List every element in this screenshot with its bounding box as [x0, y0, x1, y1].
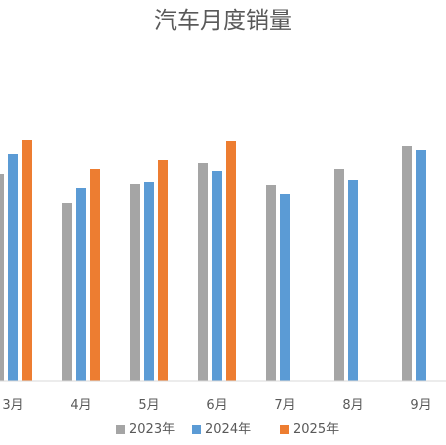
legend-swatch — [192, 425, 201, 434]
bar-7月-2023年 — [266, 185, 276, 381]
legend-label: 2025年 — [293, 422, 339, 437]
x-tick-label: 3月 — [2, 398, 23, 413]
legend-label: 2024年 — [205, 422, 251, 437]
bar-5月-2024年 — [144, 182, 154, 381]
legend-swatch — [116, 425, 125, 434]
bar-9月-2023年 — [402, 146, 412, 381]
bar-3月-2023年 — [0, 174, 4, 381]
x-tick-label: 8月 — [342, 398, 363, 413]
bar-4月-2024年 — [76, 188, 86, 381]
bar-4月-2025年 — [90, 169, 100, 381]
x-tick-label: 5月 — [138, 398, 159, 413]
bar-6月-2024年 — [212, 171, 222, 381]
x-tick-label: 4月 — [70, 398, 91, 413]
x-tick-label: 7月 — [274, 398, 295, 413]
bar-5月-2023年 — [130, 184, 140, 381]
bar-6月-2023年 — [198, 163, 208, 381]
bar-9月-2024年 — [416, 150, 426, 381]
bar-3月-2025年 — [22, 140, 32, 381]
bar-8月-2024年 — [348, 180, 358, 381]
x-tick-label: 6月 — [206, 398, 227, 413]
x-tick-label: 9月 — [410, 398, 431, 413]
legend: 2023年 2024年 2025年 — [116, 422, 339, 437]
legend-swatch — [280, 425, 289, 434]
bar-5月-2025年 — [158, 160, 168, 381]
bar-6月-2025年 — [226, 141, 236, 381]
bar-3月-2024年 — [8, 154, 18, 381]
x-axis: 3月 4月 5月 6月 7月 8月 9月 — [0, 380, 446, 413]
bar-7月-2024年 — [280, 194, 290, 381]
chart-title: 汽车月度销量 — [154, 8, 292, 34]
bar-8月-2023年 — [334, 169, 344, 381]
legend-label: 2023年 — [129, 422, 175, 437]
bar-4月-2023年 — [62, 203, 72, 381]
plot-area — [0, 140, 426, 381]
